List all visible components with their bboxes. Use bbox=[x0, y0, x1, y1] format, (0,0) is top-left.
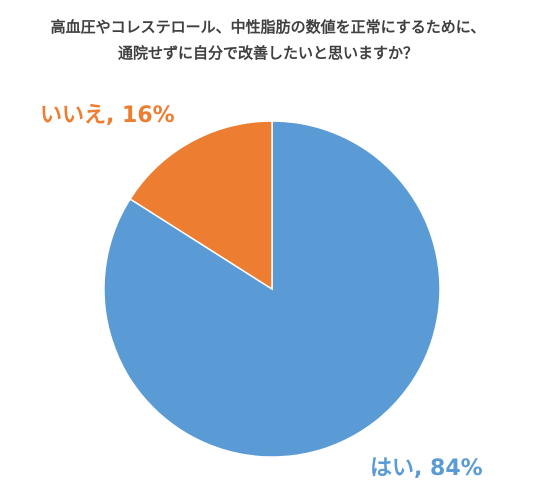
chart-title: 高血圧やコレステロール、中性脂肪の数値を正常にするために、 通院せずに自分で改善… bbox=[0, 14, 536, 66]
pie-slice-no bbox=[129, 120, 273, 291]
chart-title-line-2: 通院せずに自分で改善したいと思いますか？ bbox=[117, 44, 418, 62]
pie-slices bbox=[103, 120, 441, 458]
pie-labels: はい, 84% いいえ, 16% bbox=[40, 103, 483, 481]
pie-slice-yes bbox=[103, 120, 441, 458]
data-label-yes: はい, 84% bbox=[370, 456, 483, 481]
chart-title-line-1: 高血圧やコレステロール、中性脂肪の数値を正常にするために、 bbox=[50, 18, 486, 36]
data-label-no: いいえ, 16% bbox=[40, 103, 175, 128]
